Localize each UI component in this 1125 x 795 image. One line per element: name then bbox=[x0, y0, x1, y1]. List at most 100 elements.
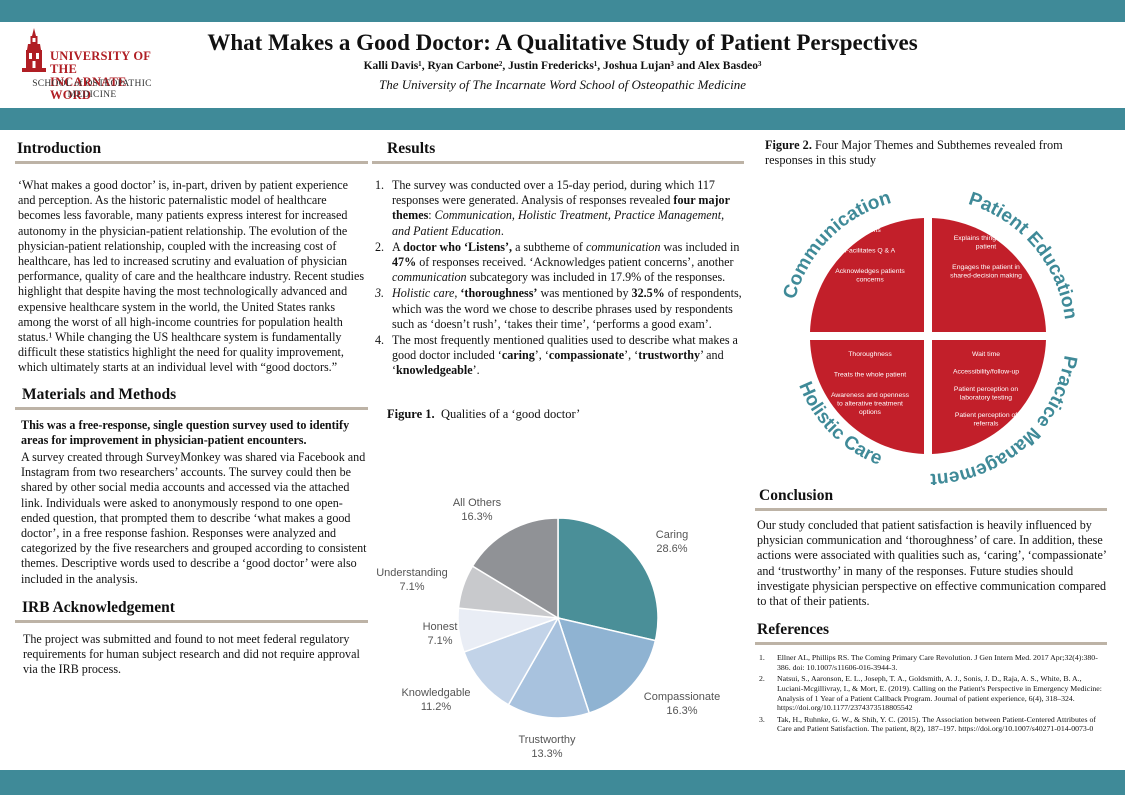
logo-line-3: SCHOOL of OSTEOPATHIC bbox=[32, 79, 152, 89]
reference-list: 1. Ellner AL, Phillips RS. The Coming Pri… bbox=[755, 653, 1107, 734]
result-text: a subtheme of bbox=[512, 239, 586, 254]
logo-line-1: UNIVERSITY OF THE bbox=[50, 49, 151, 76]
pie-category-label: Honest bbox=[423, 621, 458, 633]
reference-item: 1. Ellner AL, Phillips RS. The Coming Pri… bbox=[755, 653, 1107, 672]
methods-bold-text: This was a free-response, single questio… bbox=[21, 417, 350, 447]
result-item: 4. The most frequently mentioned qualitie… bbox=[372, 333, 744, 379]
subtheme-item: Wait time bbox=[972, 351, 1000, 358]
pie-category-label: Knowledgable bbox=[401, 687, 470, 699]
result-text: ‘thoroughness’ bbox=[460, 286, 538, 301]
reference-item: 2. Natsui, S., Aaronson, E. L., Joseph, T… bbox=[755, 674, 1107, 712]
result-text: trustworthy bbox=[638, 348, 701, 363]
reference-item: 3. Tak, H., Ruhnke, G. W., & Shih, Y. C. … bbox=[755, 715, 1107, 734]
subtheme-item: Engages the patient in shared-decision ma… bbox=[950, 264, 1022, 280]
result-text: subcategory was included in 17.9% of the… bbox=[466, 270, 726, 285]
results-heading: Results bbox=[372, 140, 744, 164]
result-text: caring bbox=[501, 348, 535, 363]
result-number: 4. bbox=[375, 333, 385, 348]
affiliation: The University of The Incarnate Word Sch… bbox=[379, 77, 746, 92]
university-logo: UNIVERSITY OF THE INCARNATE WORD SCHOOL … bbox=[16, 26, 164, 104]
irb-text: The project was submitted and found to n… bbox=[23, 631, 360, 677]
conclusion-heading: Conclusion bbox=[755, 487, 1107, 511]
introduction-heading: Introduction bbox=[15, 140, 368, 164]
result-text: was included in bbox=[660, 239, 740, 254]
methods-text: A survey created through SurveyMonkey wa… bbox=[21, 450, 367, 586]
result-text: 47% bbox=[392, 255, 417, 270]
result-text: ’, ‘ bbox=[534, 348, 549, 363]
result-number: 1. bbox=[375, 178, 385, 192]
result-text: four major themes bbox=[392, 193, 730, 223]
result-text: Holistic care bbox=[392, 286, 455, 301]
reference-text: Natsui, S., Aaronson, E. L., Joseph, T. … bbox=[777, 674, 1102, 713]
right-column: Figure 2. Four Major Themes and Subtheme… bbox=[755, 138, 1107, 168]
pie-slice-trustworthy bbox=[507, 616, 591, 719]
conclusion-text: Our study concluded that patient satisfa… bbox=[757, 518, 1107, 609]
references-heading: References bbox=[755, 621, 1107, 646]
pie-category-label: Caring bbox=[656, 529, 688, 541]
figure2-caption-text: Four Major Themes and Subthemes revealed… bbox=[765, 138, 1063, 167]
result-number: 3. bbox=[375, 286, 385, 301]
result-text: ’, ‘ bbox=[624, 348, 639, 363]
result-item: 3. Holistic care, ‘thoroughness’ was ment… bbox=[372, 286, 744, 332]
footer-band bbox=[0, 770, 1125, 795]
result-text: knowledgeable bbox=[396, 363, 473, 378]
figure2-theme-diagram: Listens Facilitates Q & A Acknowledges pat… bbox=[770, 180, 1100, 490]
result-text: doctor who ‘Listens’, bbox=[403, 239, 513, 254]
results-list: 1. The survey was conducted over a 15-day… bbox=[372, 178, 744, 379]
left-column: Introduction ‘What makes a good doctor’ … bbox=[15, 140, 368, 677]
pie-category-label: Understanding bbox=[376, 567, 448, 579]
result-text: compassionate bbox=[548, 348, 625, 363]
pie-value-label: 7.1% bbox=[399, 581, 424, 593]
pie-value-label: 7.1% bbox=[427, 635, 452, 647]
theme-quadrant bbox=[810, 218, 924, 332]
figure1-pie-chart: Caring 28.6% Compassionate 16.3% Trustworthy… bbox=[372, 478, 744, 768]
middle-column: Results 1. The survey was conducted over … bbox=[372, 140, 744, 422]
subtheme-item: Patient perception on laboratory testing bbox=[954, 386, 1018, 402]
pie-category-label: Trustworthy bbox=[518, 734, 576, 746]
subtheme-item: Treats the whole patient bbox=[834, 372, 906, 379]
figure2-caption: Figure 2. Four Major Themes and Subtheme… bbox=[755, 138, 1107, 168]
pie-value-label: 11.2% bbox=[421, 701, 452, 713]
result-text: ’ and ‘ bbox=[392, 348, 724, 378]
pie-slice-all-others bbox=[471, 517, 559, 620]
author-list: Kalli Davis¹, Ryan Carbone², Justin Fred… bbox=[363, 60, 762, 72]
result-number: 2. bbox=[375, 239, 385, 254]
logo-line-2: INCARNATE WORD bbox=[50, 75, 127, 102]
result-text: Communication, Holistic Treatment, Pract… bbox=[392, 208, 725, 238]
figure1-caption: Figure 1. Qualities of a ‘good doctor’ bbox=[372, 407, 744, 422]
result-text: . bbox=[500, 223, 504, 238]
figure1-label: Figure 1. bbox=[387, 406, 435, 421]
introduction-text: ‘What makes a good doctor’ is, in-part, … bbox=[18, 178, 365, 375]
subtheme-item: Facilitates Q & A bbox=[845, 248, 896, 255]
subtheme-item: Listens bbox=[859, 227, 881, 234]
conclusion-section: Conclusion Our study concluded that pati… bbox=[755, 487, 1107, 736]
pie-category-label: All Others bbox=[453, 497, 502, 509]
pie-value-label: 28.6% bbox=[656, 543, 687, 555]
result-text: The most frequently mentioned qualities … bbox=[392, 333, 738, 363]
irb-heading: IRB Acknowledgement bbox=[15, 599, 368, 623]
subtheme-item: Accessibility/follow-up bbox=[953, 369, 1019, 376]
subtheme-item: Awareness and openness to alterative trea… bbox=[831, 392, 910, 416]
result-text: communication bbox=[585, 239, 661, 254]
pie-value-label: 16.3% bbox=[461, 511, 492, 523]
result-text: was mentioned by bbox=[537, 286, 632, 301]
pie-slice-caring bbox=[557, 517, 659, 642]
pie-slice-compassionate bbox=[556, 616, 657, 714]
theme-quadrant bbox=[932, 218, 1046, 332]
reference-number: 1. bbox=[759, 653, 765, 663]
result-text: A bbox=[392, 239, 404, 254]
figure1-caption-text: Qualities of a ‘good doctor’ bbox=[440, 406, 581, 421]
result-text: of respondents, which was the word we ch… bbox=[392, 286, 742, 331]
divider-band bbox=[0, 108, 1125, 130]
result-item: 2. A doctor who ‘Listens’, a subtheme of … bbox=[372, 240, 744, 286]
theme-quadrant bbox=[932, 340, 1046, 454]
pie-slice-knowledgable bbox=[463, 616, 560, 706]
subtheme-item: Explains things to the patient bbox=[954, 235, 1019, 251]
result-item: 1. The survey was conducted over a 15-day… bbox=[372, 178, 744, 239]
result-text: : bbox=[428, 208, 435, 223]
subtheme-item: Acknowledges patients concerns bbox=[835, 268, 905, 284]
logo-line-4: MEDICINE bbox=[67, 90, 117, 100]
figure2-label: Figure 2. bbox=[765, 138, 812, 152]
result-text: communication bbox=[392, 270, 467, 285]
subtheme-item: Thoroughness bbox=[848, 351, 892, 358]
